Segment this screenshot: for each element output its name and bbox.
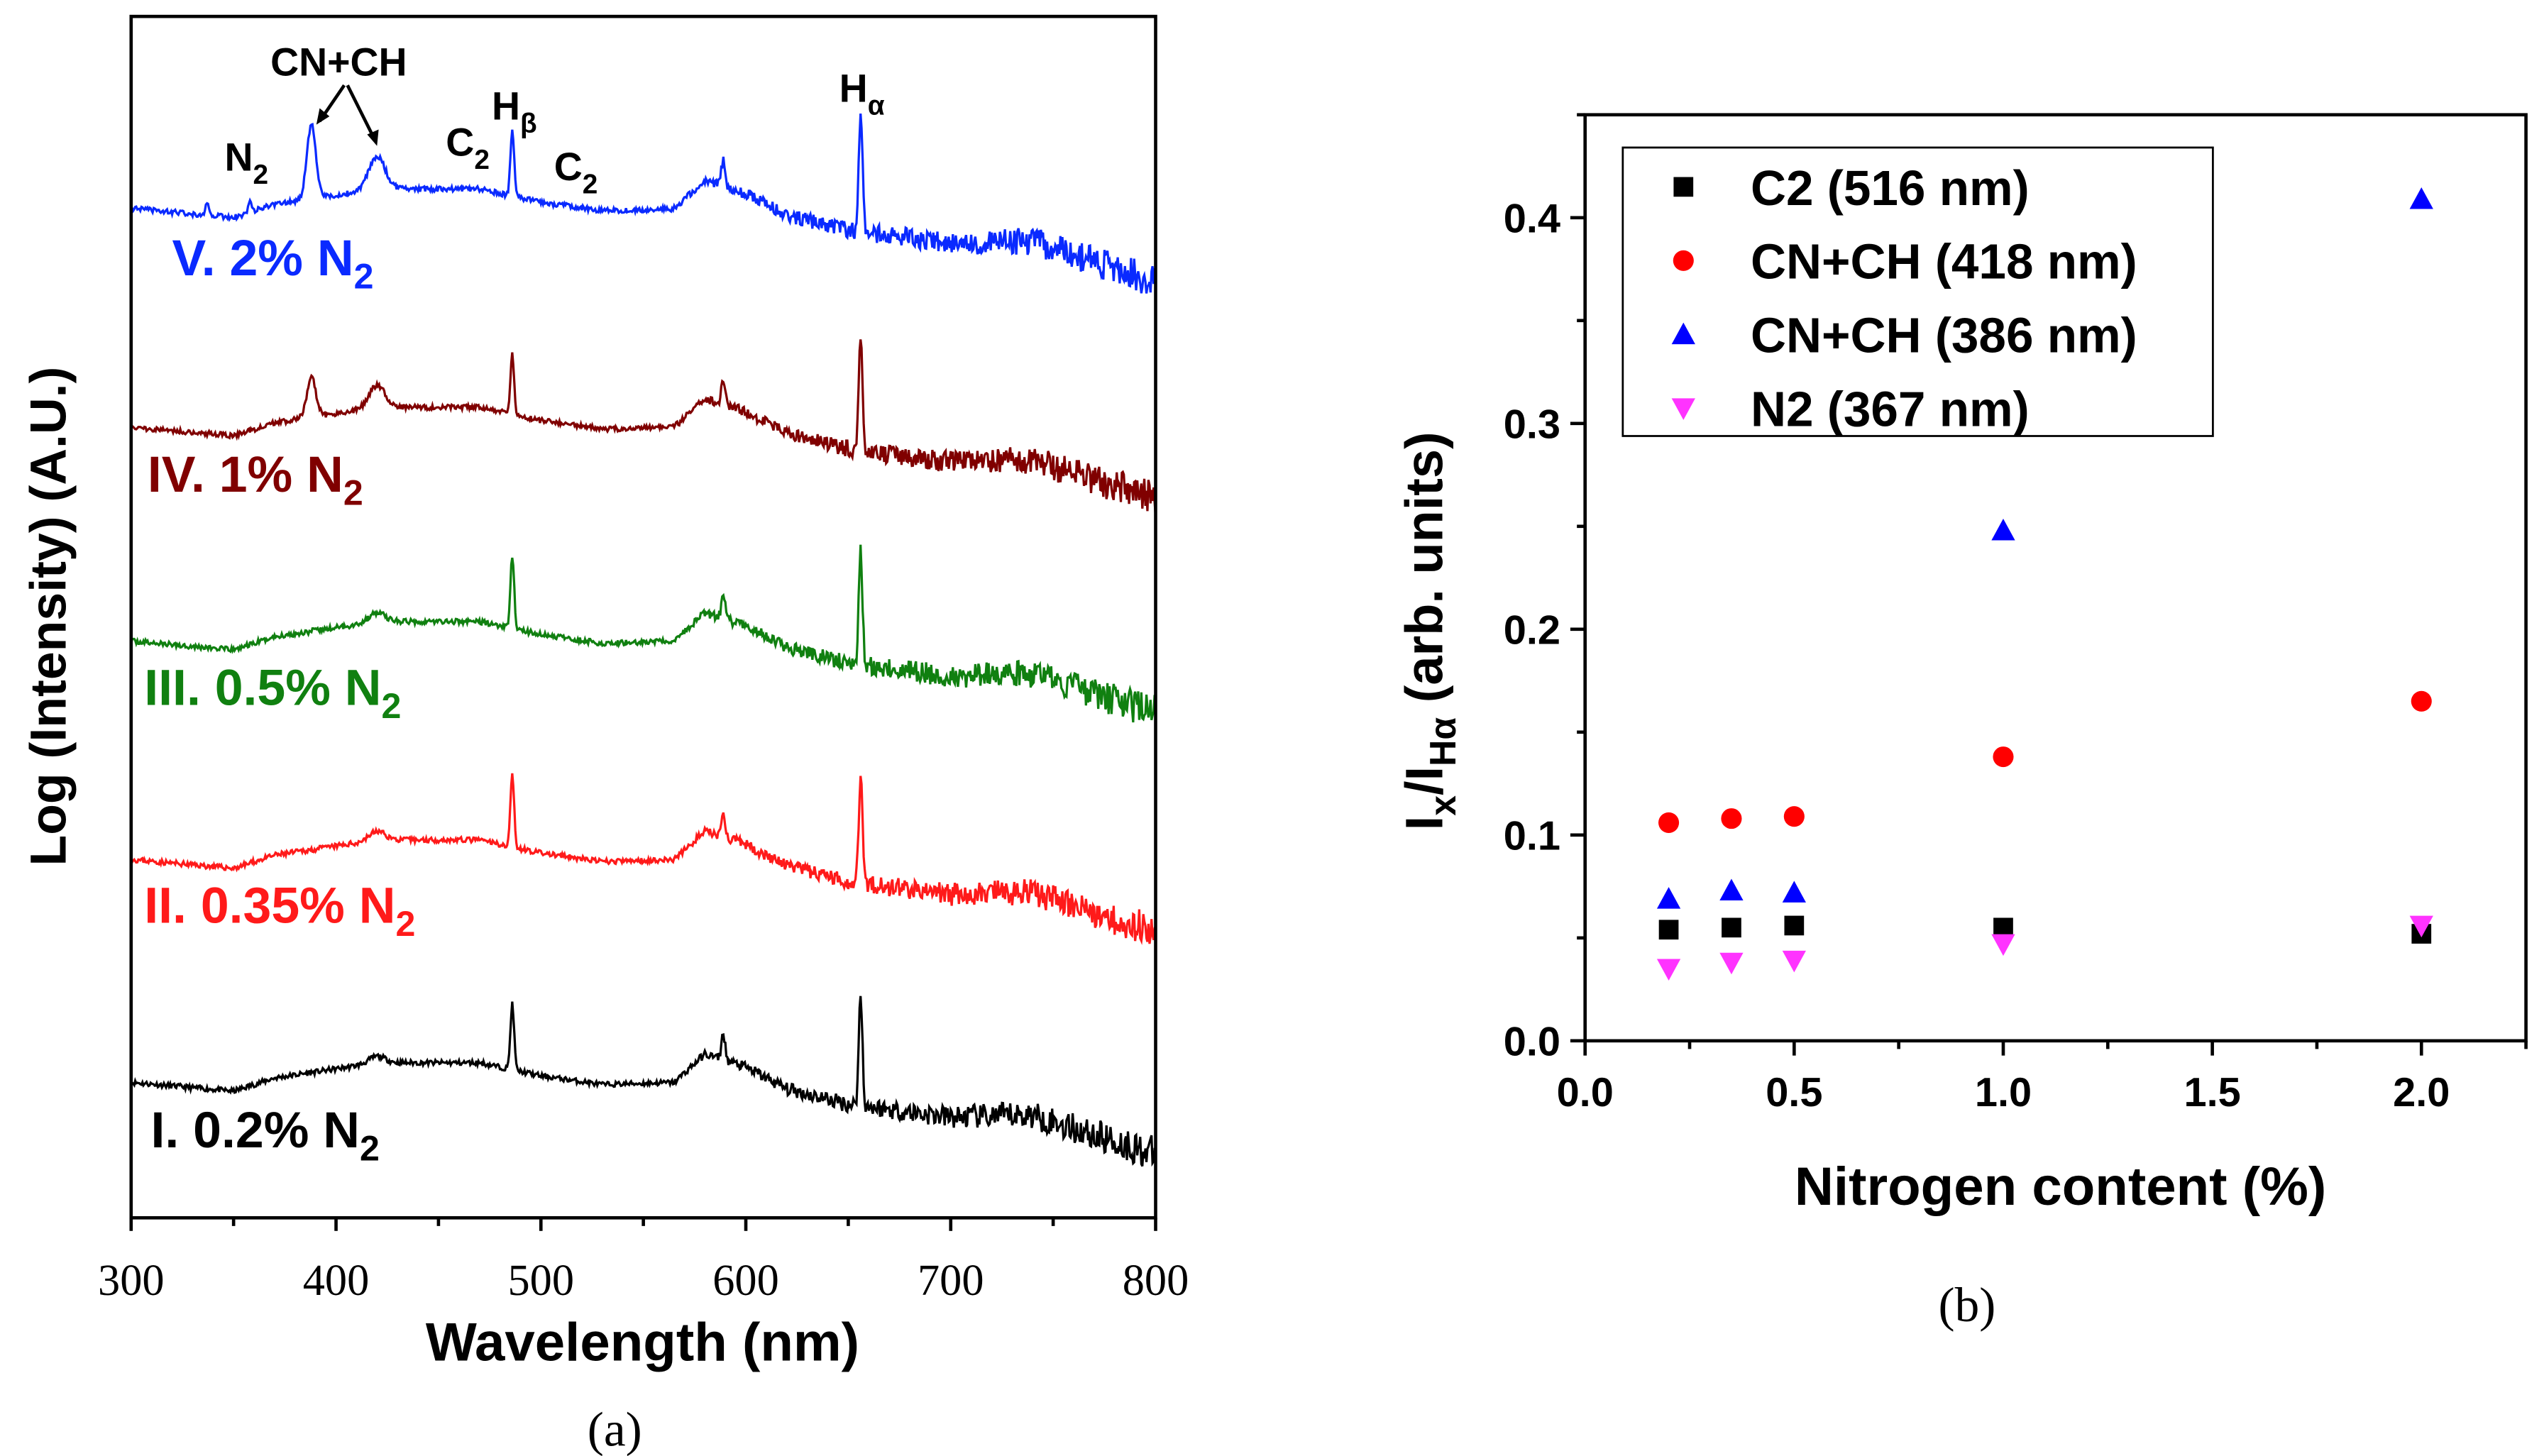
peak-annotation: CN+CH	[270, 40, 407, 84]
triangle-down-marker	[2409, 915, 2433, 938]
x-axis-title: Nitrogen content (%)	[1795, 1157, 2326, 1217]
y-tick-label: 0.2	[1504, 608, 1560, 653]
x-tick-label: 1.5	[2184, 1070, 2240, 1115]
plot-frame	[1583, 113, 2528, 1043]
y-tick-label: 0.0	[1504, 1020, 1560, 1065]
series-label: V. 2% N2	[172, 230, 374, 296]
y-tick-label: 0.3	[1504, 402, 1560, 448]
x-tick-label: 400	[303, 1256, 370, 1305]
x-tick-label: 300	[98, 1256, 165, 1305]
y-axis-title: Log (Intensity) (A.U.)	[20, 367, 77, 866]
x-axis-title: Wavelength (nm)	[426, 1312, 859, 1372]
triangle-up-marker	[1656, 887, 1681, 909]
peak-annotation: C2	[554, 145, 598, 199]
legend-entry: CN+CH (418 nm)	[1751, 234, 2137, 289]
peak-annotation: C2	[446, 120, 490, 175]
series-label: III. 0.5% N2	[144, 659, 401, 725]
circle-marker	[1993, 746, 2014, 768]
spectrum-line	[130, 339, 1157, 517]
legend-marker	[1671, 322, 1695, 345]
square-marker	[1784, 915, 1805, 936]
square-marker	[1658, 920, 1679, 940]
legend: C2 (516 nm) CN+CH (418 nm) CN+CH (386 nm) N…	[1621, 146, 2214, 437]
y-tick-label: 0.4	[1504, 197, 1560, 242]
peak-annotation: Hβ	[492, 84, 537, 139]
x-tick-label: 600	[712, 1256, 779, 1305]
triangle-down-marker	[1782, 950, 1806, 973]
triangle-down-marker	[1991, 934, 2015, 956]
series-label: I. 0.2% N2	[151, 1102, 380, 1168]
square-marker	[1993, 917, 2013, 938]
circle-marker	[1658, 812, 1680, 833]
ratio-panel: 0.0 0.5 1.0 1.5 2.0 0.0 0.1 0.2 0.3 0.4 Nitrogen c…	[1395, 113, 2528, 1332]
triangle-down-marker	[1719, 952, 1744, 975]
triangle-up-marker	[1782, 881, 1806, 903]
peak-annotation: N2	[224, 135, 268, 189]
legend-entry: N2 (367 nm)	[1751, 382, 2030, 437]
square-marker	[1722, 917, 1741, 938]
arrowhead-icon	[316, 108, 379, 146]
circle-marker	[1783, 806, 1805, 827]
plot-frame	[129, 14, 1157, 1220]
spectrum-line	[130, 114, 1157, 294]
circle-marker	[2411, 690, 2432, 712]
spectrum-line	[130, 544, 1157, 723]
x-tick-label: 800	[1123, 1256, 1189, 1305]
x-tick-label: 0.5	[1766, 1070, 1822, 1115]
x-tick-label: 0.0	[1557, 1070, 1614, 1115]
series-label: IV. 1% N2	[148, 446, 363, 512]
triangle-up-marker	[1719, 878, 1744, 900]
arrow-icon	[318, 84, 378, 142]
y-axis-title: Ix/IHα (arb. units)	[1395, 431, 1463, 830]
x-tick-label: 1.0	[1975, 1070, 2032, 1115]
triangle-up-marker	[1991, 518, 2015, 541]
triangle-down-marker	[1656, 959, 1681, 981]
panel-label-a: (a)	[588, 1401, 642, 1456]
legend-entry: CN+CH (386 nm)	[1751, 308, 2137, 363]
panel-label-b: (b)	[1939, 1277, 1996, 1332]
x-tick-label: 500	[508, 1256, 575, 1305]
legend-marker	[1673, 250, 1694, 271]
legend-entry: C2 (516 nm)	[1751, 160, 2030, 216]
peak-annotation: Hα	[839, 66, 885, 121]
legend-box	[1621, 146, 2214, 437]
y-tick-label: 0.1	[1504, 814, 1560, 859]
circle-marker	[1721, 808, 1742, 829]
spectrum-line	[131, 773, 1157, 945]
triangle-up-marker	[2409, 187, 2433, 209]
series-label: II. 0.35% N2	[144, 878, 415, 944]
legend-marker	[1673, 177, 1694, 197]
spectra-panel: 300 400 500 600 700 800 Wavelength (nm) Log (In…	[20, 14, 1189, 1456]
legend-marker	[1671, 398, 1695, 420]
spectrum-line	[130, 996, 1157, 1167]
x-tick-label: 2.0	[2393, 1070, 2450, 1115]
x-tick-label: 700	[918, 1256, 984, 1305]
